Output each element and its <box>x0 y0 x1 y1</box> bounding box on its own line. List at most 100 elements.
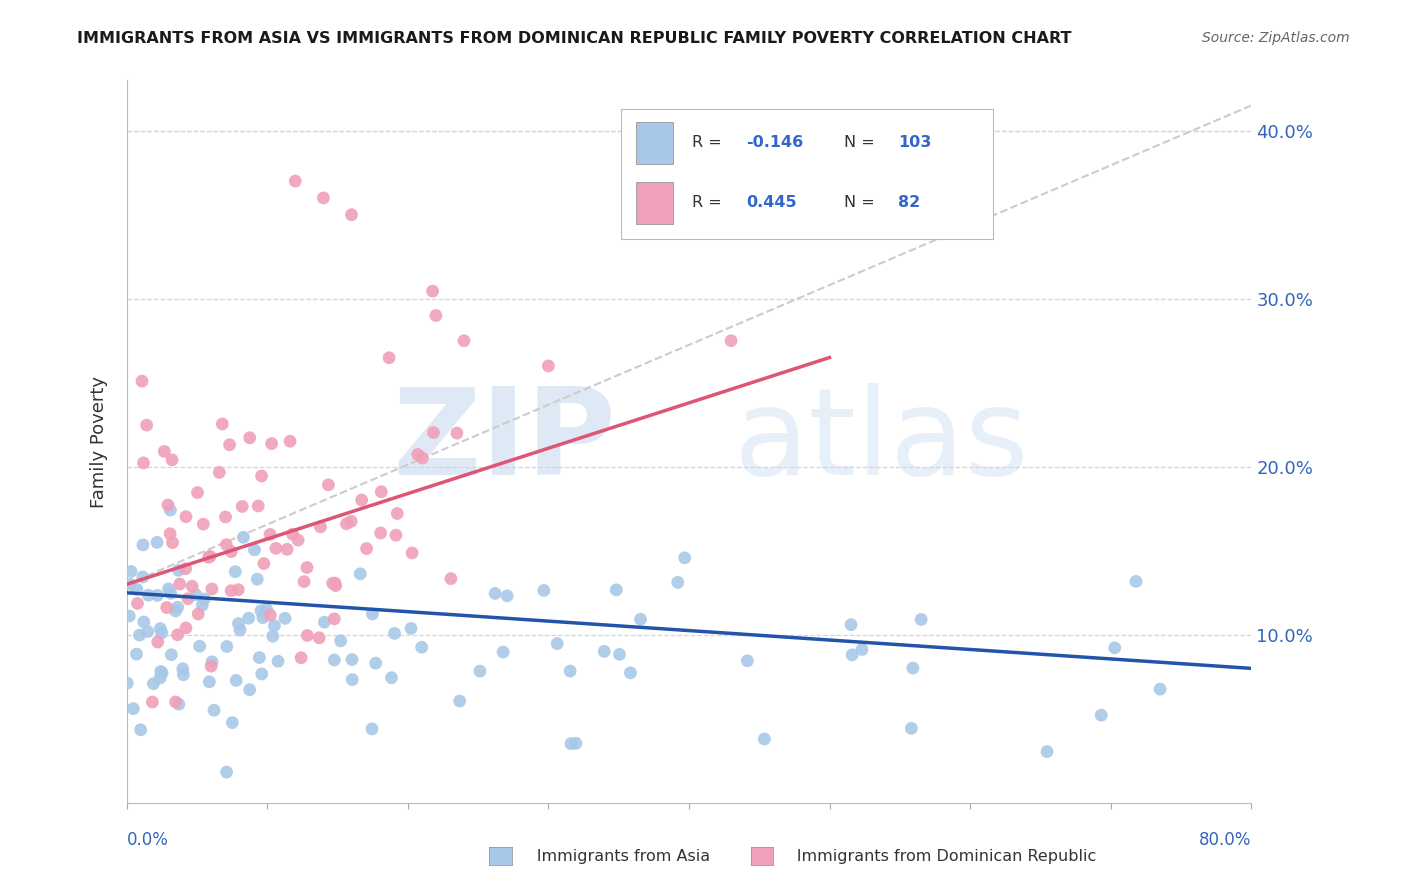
Point <box>215 640 238 654</box>
Point <box>342 673 364 687</box>
Point <box>172 667 194 681</box>
Point <box>127 596 149 610</box>
Point <box>156 498 179 512</box>
Point <box>262 629 284 643</box>
Point <box>193 591 215 606</box>
Point <box>666 575 689 590</box>
Point <box>136 588 159 602</box>
Point <box>172 662 194 676</box>
Point <box>174 509 197 524</box>
Point <box>188 639 211 653</box>
Point <box>411 451 433 466</box>
Point <box>673 550 696 565</box>
Point <box>243 542 266 557</box>
Point <box>250 667 273 681</box>
Point <box>202 703 225 717</box>
Point <box>165 604 187 618</box>
Point <box>219 583 242 598</box>
Point <box>159 586 181 600</box>
Point <box>229 623 252 637</box>
Point <box>181 579 204 593</box>
Point <box>260 436 283 450</box>
Point <box>153 444 176 458</box>
Point <box>900 721 922 735</box>
Point <box>201 655 224 669</box>
Point <box>214 510 236 524</box>
Point <box>165 695 187 709</box>
Point <box>370 484 392 499</box>
Point <box>150 626 173 640</box>
Point <box>841 648 863 662</box>
Point <box>533 583 555 598</box>
Point <box>263 618 285 632</box>
Point <box>323 576 346 591</box>
Point <box>1149 682 1171 697</box>
Point <box>496 589 519 603</box>
Point <box>361 722 384 736</box>
Point <box>132 456 155 470</box>
Point <box>453 334 475 348</box>
Point <box>174 561 197 575</box>
Text: atlas: atlas <box>734 383 1029 500</box>
Point <box>484 586 506 600</box>
Point <box>309 520 332 534</box>
Point <box>224 565 246 579</box>
Point <box>446 426 468 441</box>
Point <box>259 527 281 541</box>
Point <box>159 503 181 517</box>
Point <box>157 582 180 596</box>
Point <box>252 610 274 624</box>
Point <box>150 665 173 680</box>
Point <box>314 615 336 629</box>
Point <box>356 541 378 556</box>
Text: Immigrants from Dominican Republic: Immigrants from Dominican Republic <box>766 849 1097 863</box>
Point <box>239 682 262 697</box>
Point <box>839 617 862 632</box>
Point <box>267 654 290 668</box>
Point <box>156 600 179 615</box>
Point <box>1036 745 1059 759</box>
Point <box>238 611 260 625</box>
Y-axis label: Family Poverty: Family Poverty <box>90 376 108 508</box>
Point <box>159 526 181 541</box>
Point <box>250 469 273 483</box>
Point <box>193 517 215 532</box>
Point <box>232 530 254 544</box>
Point <box>901 661 924 675</box>
Point <box>125 582 148 597</box>
Point <box>851 642 873 657</box>
Point <box>325 579 347 593</box>
Point <box>737 654 759 668</box>
Point <box>129 723 152 737</box>
Point <box>297 628 319 642</box>
Point <box>910 612 932 626</box>
Point <box>118 609 141 624</box>
Point <box>468 664 491 678</box>
Point <box>318 478 340 492</box>
Point <box>630 612 652 626</box>
Point <box>1090 708 1112 723</box>
Point <box>162 535 184 549</box>
Point <box>247 650 270 665</box>
Point <box>411 640 433 655</box>
Point <box>197 550 219 565</box>
Point <box>226 582 249 597</box>
Point <box>186 485 208 500</box>
Point <box>364 656 387 670</box>
Text: Source: ZipAtlas.com: Source: ZipAtlas.com <box>1202 31 1350 45</box>
Point <box>335 516 357 531</box>
Point <box>167 563 190 577</box>
Point <box>132 538 155 552</box>
Point <box>198 674 221 689</box>
Point <box>228 616 250 631</box>
Point <box>201 582 224 596</box>
Point <box>225 673 247 688</box>
Point <box>619 665 641 680</box>
Point <box>149 665 172 679</box>
Point <box>292 574 315 589</box>
Point <box>605 582 627 597</box>
Point <box>146 535 169 549</box>
Point <box>177 591 200 606</box>
Point <box>160 648 183 662</box>
Point <box>221 715 243 730</box>
